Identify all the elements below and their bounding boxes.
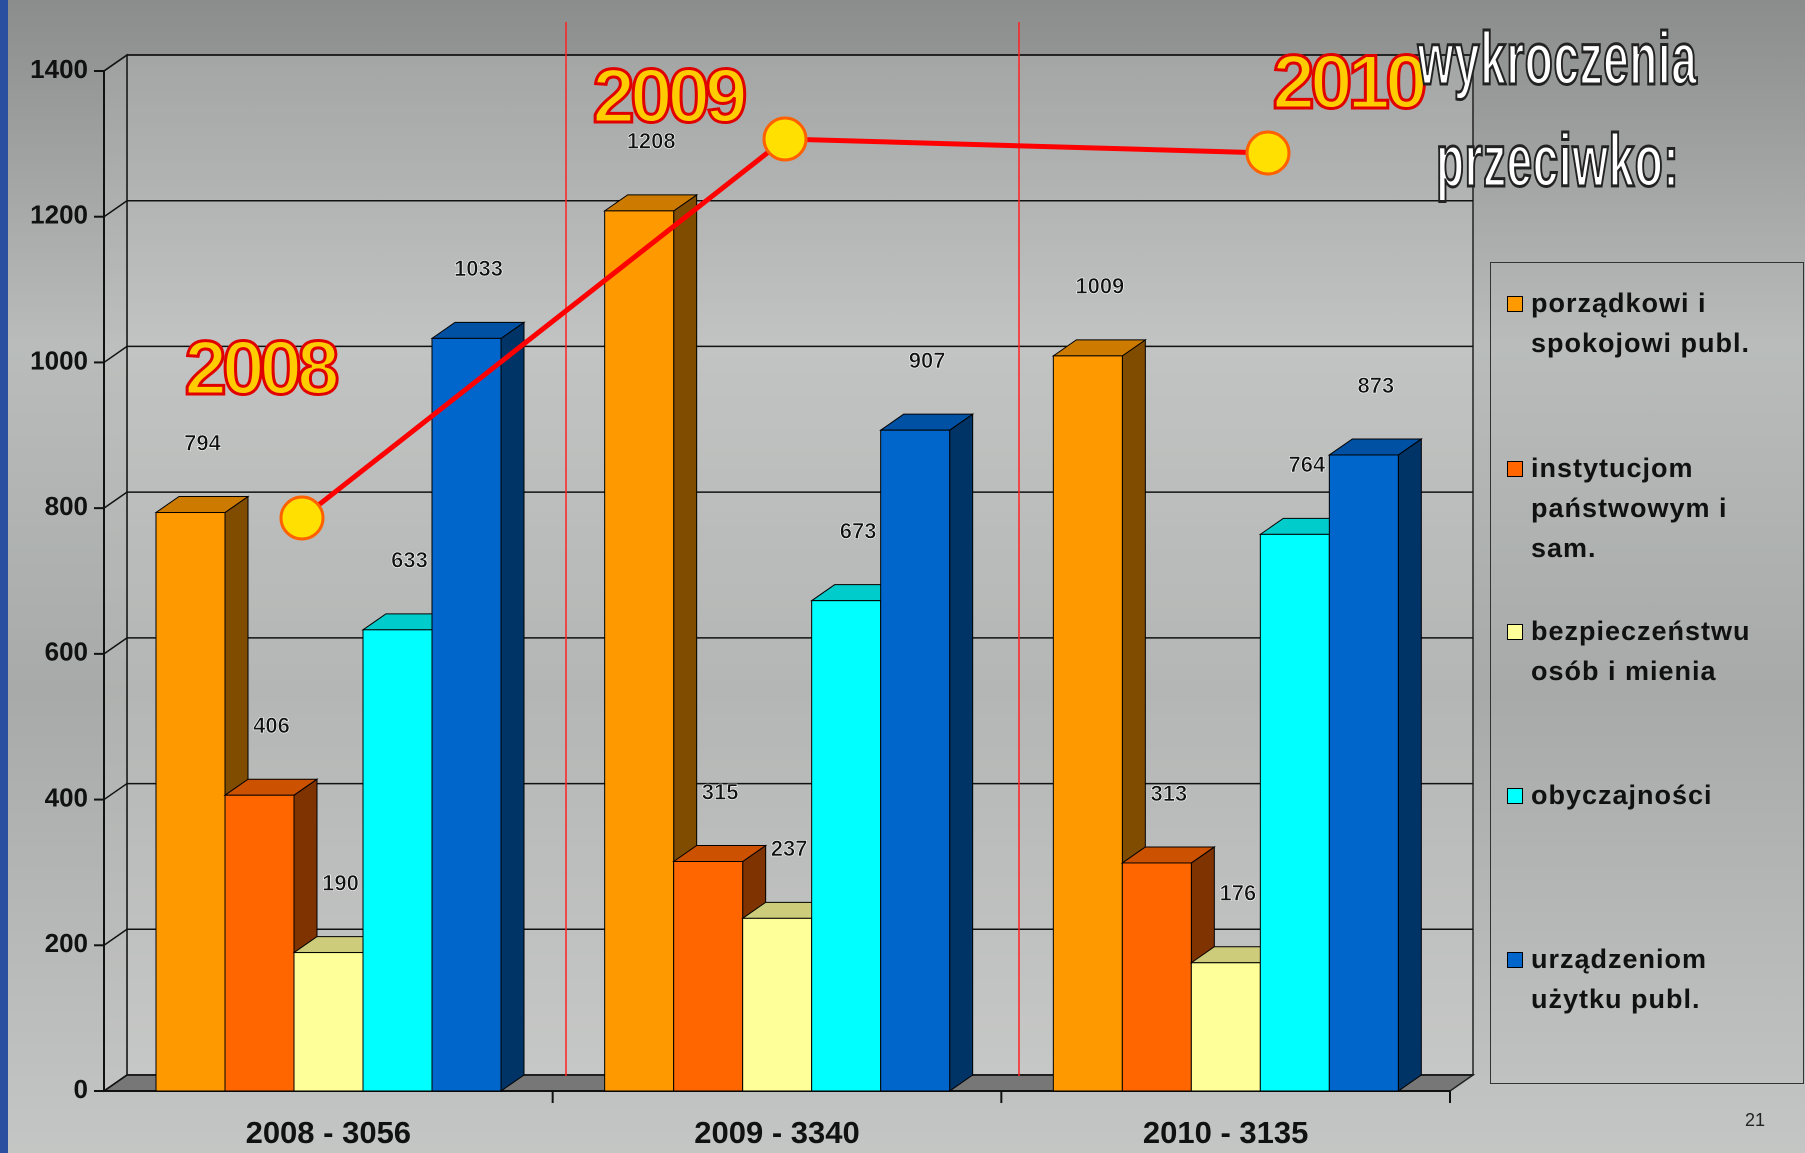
grid-line xyxy=(103,491,1473,509)
grid-line xyxy=(103,1074,1473,1092)
legend-item: instytucjom państwowym i sam. xyxy=(1507,448,1801,568)
value-label: 190 xyxy=(322,870,359,895)
bar xyxy=(880,429,951,1092)
bar xyxy=(604,210,675,1092)
legend-swatch xyxy=(1507,296,1523,312)
grid-line xyxy=(103,782,1473,801)
side-wall xyxy=(103,53,128,1093)
grid-line xyxy=(103,928,1473,946)
value-label: 315 xyxy=(702,779,739,804)
chart-title: wykroczenia przeciwko: xyxy=(1417,16,1698,204)
bar xyxy=(1328,454,1399,1092)
annotation: 2010 xyxy=(1273,40,1428,125)
y-tick-label: 1000 xyxy=(30,345,88,375)
bar xyxy=(742,917,813,1092)
x-tick-label: 2009 - 3340 xyxy=(694,1115,859,1150)
page-number: 21 xyxy=(1745,1110,1766,1130)
legend: porządkowi i spokojowi publ. instytucjom … xyxy=(1490,262,1804,1084)
bar xyxy=(1052,355,1123,1092)
legend-item: obyczajności xyxy=(1507,775,1801,815)
legend-label: obyczajności xyxy=(1531,780,1713,810)
legend-swatch xyxy=(1507,461,1523,477)
bar xyxy=(1190,962,1261,1092)
legend-label: urządzeniom użytku publ. xyxy=(1531,944,1708,1014)
bar xyxy=(1259,533,1330,1092)
y-tick-label: 1400 xyxy=(30,54,88,84)
value-label: 313 xyxy=(1150,781,1187,806)
value-label: 176 xyxy=(1219,881,1256,906)
value-label: 1033 xyxy=(454,256,503,281)
x-tick-label: 2008 - 3056 xyxy=(246,1115,411,1150)
value-label: 764 xyxy=(1288,452,1325,477)
annotation: 2009 xyxy=(593,54,748,139)
grid-line xyxy=(103,54,1473,72)
y-tick-label: 200 xyxy=(45,928,88,958)
value-label: 673 xyxy=(840,518,877,543)
bar-side xyxy=(1397,438,1422,1092)
grid-line xyxy=(103,345,1473,364)
legend-label: bezpieczeństwu osób i mienia xyxy=(1531,616,1751,686)
grid-line xyxy=(103,199,1473,218)
value-label: 873 xyxy=(1357,373,1394,398)
bar xyxy=(155,512,226,1092)
value-label: 1009 xyxy=(1075,274,1124,299)
bar xyxy=(224,794,295,1092)
legend-item: urządzeniom użytku publ. xyxy=(1507,939,1801,1019)
value-label: 907 xyxy=(909,348,946,373)
legend-label: instytucjom państwowym i sam. xyxy=(1531,453,1728,563)
y-tick-label: 600 xyxy=(45,637,88,667)
value-label: 633 xyxy=(391,548,428,573)
value-label: 794 xyxy=(184,430,221,455)
bar xyxy=(362,629,433,1092)
trend-dot xyxy=(1245,130,1291,176)
bars: 794 406 190 633 1033 1208 315 237 673 907 1009 313 1… xyxy=(154,128,1423,1092)
bar xyxy=(431,337,502,1092)
y-tick-label: 800 xyxy=(45,491,88,521)
x-tick-label: 2010 - 3135 xyxy=(1143,1115,1308,1150)
value-label: 237 xyxy=(771,836,808,861)
bar xyxy=(811,600,882,1092)
legend-item: bezpieczeństwu osób i mienia xyxy=(1507,611,1801,691)
annotation: 2008 xyxy=(185,326,340,411)
value-label: 1208 xyxy=(627,129,676,154)
y-tick-label: 0 xyxy=(74,1074,88,1104)
legend-swatch xyxy=(1507,788,1523,804)
legend-item: porządkowi i spokojowi publ. xyxy=(1507,283,1801,363)
bar-side xyxy=(949,413,974,1092)
legend-swatch xyxy=(1507,952,1523,968)
legend-label: porządkowi i spokojowi publ. xyxy=(1531,288,1750,358)
bar-side xyxy=(500,321,525,1092)
y-tick-label: 1200 xyxy=(30,200,88,230)
bar xyxy=(1121,862,1192,1092)
bar xyxy=(293,952,364,1092)
legend-swatch xyxy=(1507,624,1523,640)
trend-dot xyxy=(762,116,808,162)
trend-dot xyxy=(279,495,325,541)
y-tick-label: 400 xyxy=(45,782,88,812)
bar xyxy=(673,861,744,1092)
left-strip xyxy=(0,0,8,1153)
grid-line xyxy=(103,637,1473,655)
value-label: 406 xyxy=(253,713,290,738)
